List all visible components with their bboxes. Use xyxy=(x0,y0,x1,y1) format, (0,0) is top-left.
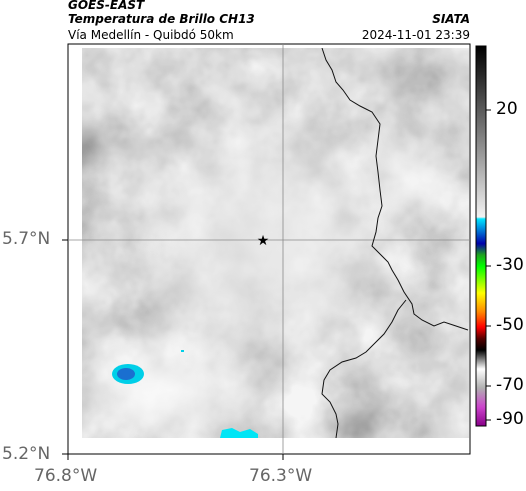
star-icon: ★ xyxy=(257,233,270,249)
lon-tick-label: 76.3°W xyxy=(249,466,313,486)
agency-label: SIATA xyxy=(432,12,470,26)
lat-tick-label: 5.2°N xyxy=(2,444,51,464)
region-subtitle: Vía Medellín - Quibdó 50km xyxy=(68,28,234,42)
brightness-temperature-image xyxy=(82,48,469,438)
colorbar xyxy=(475,45,487,427)
colorbar-tick-label: -30 xyxy=(496,255,524,275)
satellite-title: GOES-EAST xyxy=(68,0,145,12)
colorbar-tick-label: -70 xyxy=(496,375,524,395)
colorbar-tick-label: -50 xyxy=(496,315,524,335)
datetime-label: 2024-11-01 23:39 xyxy=(361,28,470,42)
product-title: Temperatura de Brillo CH13 xyxy=(68,12,255,26)
colorbar-tick-label: -90 xyxy=(496,409,524,429)
admin-boundaries xyxy=(321,48,469,438)
lat-tick-label: 5.7°N xyxy=(2,229,51,249)
colorbar-tick-label: 20 xyxy=(496,99,518,119)
lon-tick-label: 76.8°W xyxy=(34,466,98,486)
cold-cloud-cell xyxy=(220,428,258,438)
